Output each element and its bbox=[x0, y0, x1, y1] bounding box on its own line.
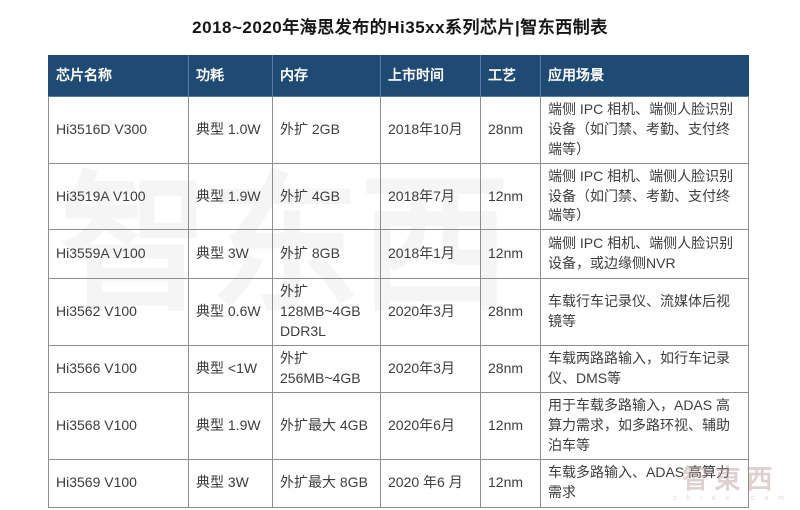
table-cell: 12nm bbox=[480, 162, 541, 231]
table-cell: 用于车载多路输入，ADAS 高算力需求，如多路环视、辅助泊车等 bbox=[540, 391, 749, 460]
table-cell: Hi3516D V300 bbox=[48, 96, 189, 164]
table-cell: 典型 3W bbox=[188, 458, 273, 508]
table-row: Hi3569 V100 典型 3W 外扩最大 8GB 2020 年6 月 12nm 车载多… bbox=[48, 458, 749, 508]
table-cell: 典型 1.9W bbox=[188, 162, 273, 231]
table-cell: 典型 3W bbox=[188, 229, 273, 280]
column-header: 工艺 bbox=[480, 55, 541, 97]
page-title: 2018~2020年海思发布的Hi35xx系列芯片|智东西制表 bbox=[192, 18, 608, 37]
column-header: 上市时间 bbox=[380, 55, 481, 97]
table-cell: Hi3559A V100 bbox=[48, 229, 189, 280]
table-cell: 12nm bbox=[480, 229, 541, 280]
table-row: Hi3516D V300 典型 1.0W 外扩 2GB 2018年10月 28nm 端侧 … bbox=[48, 96, 749, 164]
table-cell: 端侧 IPC 相机、端侧人脸识别设备（如门禁、考勤、支付终端等） bbox=[540, 162, 749, 231]
table-cell: 28nm bbox=[480, 96, 541, 164]
table-cell: 12nm bbox=[480, 391, 541, 460]
table-cell: 2018年1月 bbox=[380, 229, 481, 280]
table-cell: 典型 <1W bbox=[188, 344, 273, 393]
table-row: Hi3519A V100 典型 1.9W 外扩 4GB 2018年7月 12nm 端侧 I… bbox=[48, 162, 749, 231]
table-cell: 外扩最大 8GB bbox=[272, 458, 381, 508]
table-row: Hi3559A V100 典型 3W 外扩 8GB 2018年1月 12nm 端侧 IPC… bbox=[48, 229, 749, 280]
table-cell: 端侧 IPC 相机、端侧人脸识别设备，或边缘侧NVR bbox=[540, 229, 749, 280]
column-header: 内存 bbox=[272, 55, 381, 97]
table-cell: 外扩 256MB~4GB bbox=[272, 344, 381, 393]
table-cell: Hi3568 V100 bbox=[48, 391, 189, 460]
table-cell: 2018年7月 bbox=[380, 162, 481, 231]
table-cell: Hi3562 V100 bbox=[48, 278, 189, 346]
column-header: 芯片名称 bbox=[48, 55, 189, 97]
table-cell: 2020年3月 bbox=[380, 344, 481, 393]
table-row: Hi3568 V100 典型 1.9W 外扩最大 4GB 2020年6月 12nm 用于车… bbox=[48, 391, 749, 460]
table-cell: Hi3519A V100 bbox=[48, 162, 189, 231]
table-cell: 典型 1.9W bbox=[188, 391, 273, 460]
chip-spec-table: 芯片名称 功耗 内存 上市时间 工艺 应用场景 Hi3516D V300 典型 1.0W 外扩… bbox=[48, 55, 749, 508]
table-header-row: 芯片名称 功耗 内存 上市时间 工艺 应用场景 bbox=[48, 55, 749, 97]
column-header: 应用场景 bbox=[540, 55, 749, 97]
table-cell: 2018年10月 bbox=[380, 96, 481, 164]
table-cell: Hi3569 V100 bbox=[48, 458, 189, 508]
table-cell: 外扩 128MB~4GB DDR3L bbox=[272, 278, 381, 346]
table-cell: 外扩 8GB bbox=[272, 229, 381, 280]
table-cell: 车载行车记录仪、流媒体后视镜等 bbox=[540, 278, 749, 346]
table-cell: 外扩最大 4GB bbox=[272, 391, 381, 460]
table-cell: 外扩 4GB bbox=[272, 162, 381, 231]
table-cell: 2020年3月 bbox=[380, 278, 481, 346]
table-cell: 车载两路路输入，如行车记录仪、DMS等 bbox=[540, 344, 749, 393]
table-cell: 车载多路输入、ADAS 高算力需求 bbox=[540, 458, 749, 508]
table-cell: 典型 0.6W bbox=[188, 278, 273, 346]
column-header: 功耗 bbox=[188, 55, 273, 97]
table-cell: 2020 年6 月 bbox=[380, 458, 481, 508]
table-cell: Hi3566 V100 bbox=[48, 344, 189, 393]
table-cell: 2020年6月 bbox=[380, 391, 481, 460]
table-cell: 端侧 IPC 相机、端侧人脸识别设备（如门禁、考勤、支付终端等） bbox=[540, 96, 749, 164]
table-cell: 12nm bbox=[480, 458, 541, 508]
table-cell: 外扩 2GB bbox=[272, 96, 381, 164]
header-row: 芯片名称 功耗 内存 上市时间 工艺 应用场景 bbox=[48, 55, 749, 97]
table-body: Hi3516D V300 典型 1.0W 外扩 2GB 2018年10月 28nm 端侧 … bbox=[48, 96, 749, 508]
table-row: Hi3562 V100 典型 0.6W 外扩 128MB~4GB DDR3L 2020… bbox=[48, 278, 749, 346]
table-cell: 28nm bbox=[480, 278, 541, 346]
table-cell: 典型 1.0W bbox=[188, 96, 273, 164]
table-row: Hi3566 V100 典型 <1W 外扩 256MB~4GB 2020年3月 28nm… bbox=[48, 344, 749, 393]
table-cell: 28nm bbox=[480, 344, 541, 393]
